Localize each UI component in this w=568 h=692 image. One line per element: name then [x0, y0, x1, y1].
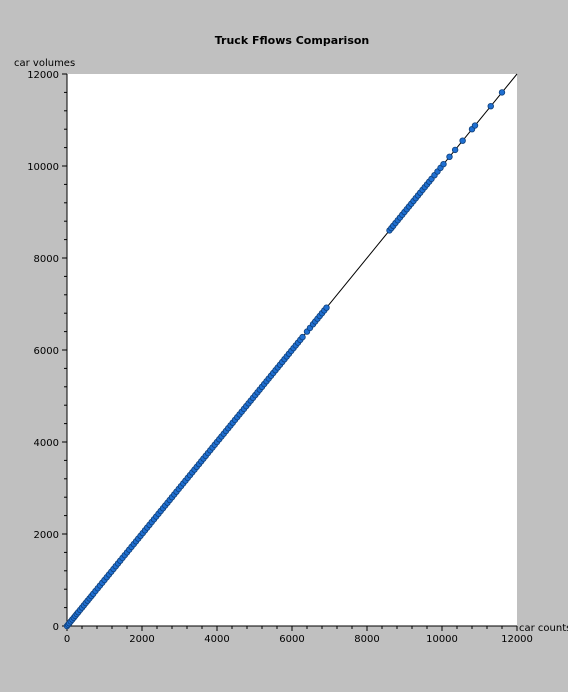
y-tick-label: 8000	[34, 254, 59, 265]
data-point	[451, 146, 459, 154]
x-tick-label: 2000	[129, 634, 154, 645]
data-point	[323, 304, 330, 311]
y-tick-label: 12000	[27, 70, 59, 81]
x-axis-label: car counts	[519, 623, 568, 634]
y-axis-label: car volumes	[14, 58, 75, 69]
x-tick-label: 0	[64, 634, 70, 645]
x-tick-label: 12000	[501, 634, 533, 645]
axes: 0 2000 4000 6000 8000 10000 12000 0 2000 4000 6000…	[27, 70, 533, 645]
y-tick-label: 6000	[34, 346, 59, 357]
data-point	[446, 153, 453, 160]
chart-title: Truck Fflows Comparison	[215, 34, 370, 47]
data-point	[440, 160, 447, 168]
y-tick-label: 10000	[27, 162, 59, 173]
points-layer	[63, 89, 506, 630]
x-tick-label: 8000	[354, 634, 379, 645]
data-point	[299, 333, 306, 341]
x-tick-label: 4000	[204, 634, 229, 645]
data-point	[471, 122, 479, 129]
x-tick-label: 10000	[426, 634, 458, 645]
data-point	[487, 102, 494, 110]
y-tick-label: 4000	[34, 438, 59, 449]
y-tick-label: 2000	[34, 530, 59, 541]
y-tick-label: 0	[53, 622, 59, 633]
data-point	[498, 89, 506, 96]
data-point	[459, 137, 466, 144]
x-tick-label: 6000	[279, 634, 304, 645]
